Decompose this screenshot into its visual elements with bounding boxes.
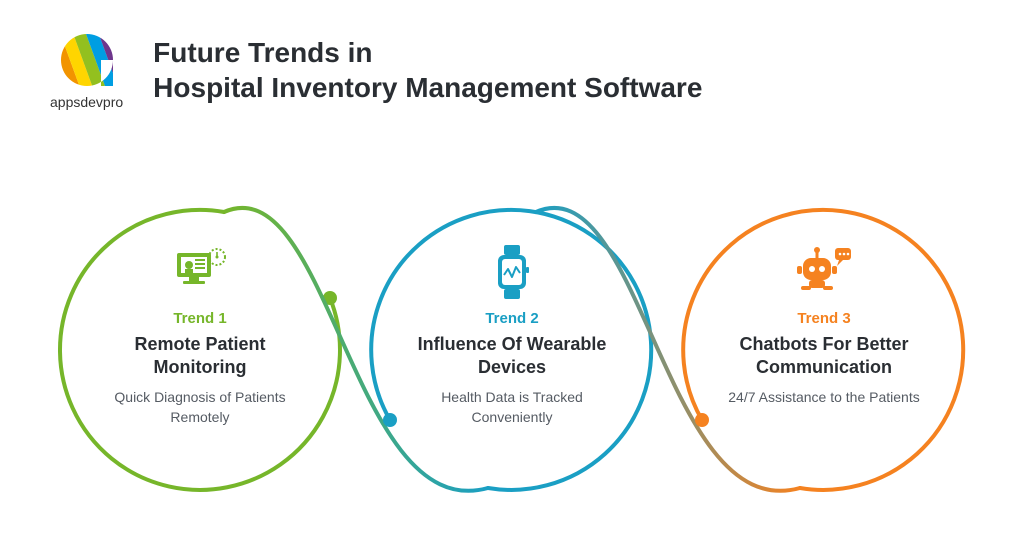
trend-card-3: Trend 3 Chatbots For Better Communicatio…	[714, 242, 934, 408]
trend-desc: 24/7 Assistance to the Patients	[728, 388, 919, 408]
header: appsdevpro Future Trends in Hospital Inv…	[0, 0, 1024, 110]
logo: appsdevpro	[50, 30, 123, 110]
smartwatch-icon	[490, 242, 534, 302]
chatbot-icon	[795, 242, 853, 302]
logo-name: appsdevpro	[50, 94, 123, 110]
trend-desc: Health Data is Tracked Conveniently	[402, 388, 622, 427]
trend-desc: Quick Diagnosis of Patients Remotely	[90, 388, 310, 427]
logo-mark-icon	[57, 30, 117, 90]
title-line-2: Hospital Inventory Management Software	[153, 72, 702, 103]
trend-label: Trend 1	[173, 310, 226, 327]
trend-heading: Influence Of Wearable Devices	[402, 333, 622, 378]
trend-heading: Remote Patient Monitoring	[90, 333, 310, 378]
trend-card-1: Trend 1 Remote Patient Monitoring Quick …	[90, 242, 310, 427]
curve-dot-2	[383, 413, 397, 427]
title-line-1: Future Trends in	[153, 37, 372, 68]
trend-heading: Chatbots For Better Communication	[714, 333, 934, 378]
trend-label: Trend 3	[797, 310, 850, 327]
trends-diagram: Trend 1 Remote Patient Monitoring Quick …	[0, 170, 1024, 550]
trend-label: Trend 2	[485, 310, 538, 327]
page-title: Future Trends in Hospital Inventory Mana…	[153, 35, 702, 105]
trend-card-2: Trend 2 Influence Of Wearable Devices He…	[402, 242, 622, 427]
monitor-icon	[173, 242, 227, 302]
curve-dot-3	[695, 413, 709, 427]
